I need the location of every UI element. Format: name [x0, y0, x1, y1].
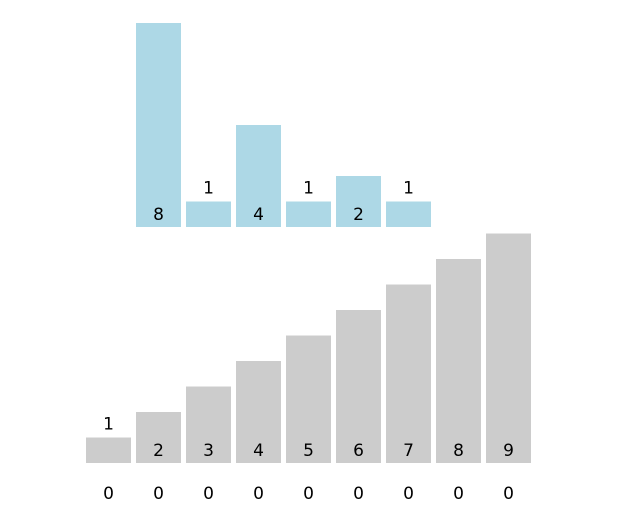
- zero-label: 0: [353, 484, 364, 504]
- bottom-bar: [386, 284, 431, 463]
- bottom-bar-label: 7: [403, 441, 414, 461]
- bottom-bar-label: 5: [303, 441, 314, 461]
- top-bar-label: 2: [353, 205, 364, 225]
- zero-label: 0: [503, 484, 514, 504]
- bottom-bar: [136, 412, 181, 463]
- top-bar: [136, 23, 181, 227]
- bottom-bar-label: 2: [153, 441, 164, 461]
- bottom-bar: [486, 233, 531, 463]
- bottom-bar: [86, 437, 131, 463]
- bottom-bar-label: 9: [503, 441, 514, 461]
- bottom-bar: [186, 386, 231, 463]
- top-bar-label: 8: [153, 205, 164, 225]
- top-bar-label: 1: [203, 179, 214, 199]
- zero-label: 0: [203, 484, 214, 504]
- top-bar: [386, 201, 431, 227]
- bottom-bar-label: 6: [353, 441, 364, 461]
- top-bar: [236, 125, 281, 227]
- zero-label: 0: [253, 484, 264, 504]
- bottom-bar-label: 3: [203, 441, 214, 461]
- bottom-bar: [436, 259, 481, 463]
- zero-label: 0: [103, 484, 114, 504]
- top-bar: [336, 176, 381, 227]
- top-bar-label: 4: [253, 205, 264, 225]
- bottom-bar-group: 1 2 3 4 5 6 7 8 9: [86, 233, 531, 463]
- bottom-bar: [236, 361, 281, 463]
- bottom-bar: [286, 335, 331, 463]
- zero-label: 0: [403, 484, 414, 504]
- bottom-bar: [336, 310, 381, 463]
- zero-row: 0 0 0 0 0 0 0 0 0: [103, 484, 514, 504]
- bottom-bar-label: 4: [253, 441, 264, 461]
- bottom-bar-label: 8: [453, 441, 464, 461]
- top-bar: [186, 201, 231, 227]
- top-bar-label: 1: [403, 179, 414, 199]
- zero-label: 0: [303, 484, 314, 504]
- zero-label: 0: [453, 484, 464, 504]
- top-bar-group: 8 1 4 1 2 1: [136, 23, 431, 227]
- top-bar-label: 1: [303, 179, 314, 199]
- bottom-bar-label: 1: [103, 415, 114, 435]
- top-bar: [286, 201, 331, 227]
- zero-label: 0: [153, 484, 164, 504]
